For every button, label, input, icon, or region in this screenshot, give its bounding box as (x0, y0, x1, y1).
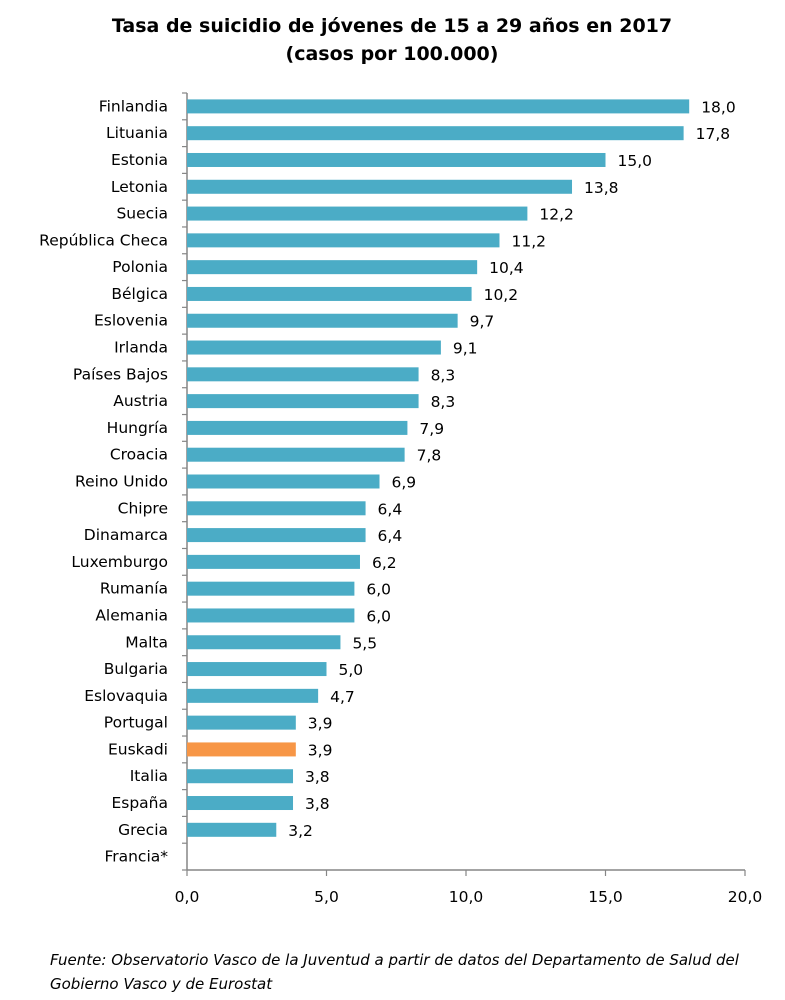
bar (187, 179, 573, 194)
category-label: Grecia (118, 821, 168, 839)
bar (187, 528, 366, 543)
category-label: Croacia (110, 446, 168, 464)
bar (187, 152, 606, 167)
category-label: Hungría (107, 419, 168, 437)
bar (187, 688, 319, 703)
data-label: 12,2 (539, 206, 574, 224)
data-label: 11,2 (511, 232, 546, 250)
bar (187, 662, 327, 677)
data-label: 17,8 (696, 125, 731, 143)
data-label: 5,0 (339, 661, 364, 679)
bar (187, 554, 360, 569)
x-tick-label: 20,0 (728, 888, 763, 906)
category-label: Chipre (118, 499, 168, 517)
source-note: Fuente: Observatorio Vasco de la Juventu… (50, 951, 739, 993)
x-tick-label: 0,0 (175, 888, 200, 906)
bar (187, 715, 296, 730)
category-label: Estonia (111, 151, 168, 169)
bar (187, 206, 528, 221)
category-label: Polonia (112, 258, 168, 276)
category-label: Eslovenia (94, 312, 168, 330)
bar (187, 367, 419, 382)
data-label: 6,0 (366, 607, 391, 625)
bar (187, 608, 355, 623)
bar (187, 822, 277, 837)
data-label: 6,9 (392, 474, 417, 492)
data-label: 9,7 (470, 313, 495, 331)
category-label: Eslovaquia (84, 687, 168, 705)
data-label: 5,5 (352, 634, 377, 652)
category-label: Irlanda (114, 339, 168, 357)
data-label: 7,9 (419, 420, 444, 438)
category-label: Rumanía (100, 580, 168, 598)
data-label: 9,1 (453, 340, 478, 358)
data-label: 18,0 (701, 98, 736, 116)
data-label: 6,4 (378, 527, 403, 545)
category-label: Italia (130, 767, 168, 785)
bar (187, 796, 294, 811)
bar (187, 286, 472, 301)
category-label: Letonia (111, 178, 168, 196)
data-label: 8,3 (431, 366, 456, 384)
data-label: 10,4 (489, 259, 524, 277)
data-label: 3,8 (305, 795, 330, 813)
bar (187, 394, 419, 409)
bar (187, 447, 405, 462)
category-label: Lituania (106, 124, 168, 142)
category-label: Euskadi (108, 740, 168, 758)
category-label: Austria (113, 392, 168, 410)
data-label: 13,8 (584, 179, 619, 197)
bar (187, 501, 366, 516)
data-label: 3,9 (308, 715, 333, 733)
category-label: Finlandia (99, 97, 168, 115)
bar (187, 474, 380, 489)
category-label: Países Bajos (73, 365, 168, 383)
bar (187, 126, 684, 141)
category-label: Reino Unido (75, 473, 168, 491)
chart-title-line-2: (casos por 100.000) (286, 43, 499, 65)
category-label: Francia* (104, 848, 168, 866)
x-tick-label: 5,0 (314, 888, 339, 906)
bar (187, 635, 341, 650)
data-label: 10,2 (484, 286, 519, 304)
data-label: 3,9 (308, 741, 333, 759)
data-label: 8,3 (431, 393, 456, 411)
data-label: 15,0 (618, 152, 653, 170)
category-label: Bélgica (111, 285, 168, 303)
data-label: 6,4 (378, 500, 403, 518)
category-label: Alemania (95, 606, 168, 624)
data-label: 4,7 (330, 688, 355, 706)
bar (187, 99, 690, 114)
x-tick-label: 15,0 (588, 888, 623, 906)
category-label: España (111, 794, 168, 812)
bar (187, 581, 355, 596)
category-label: Malta (125, 633, 168, 651)
bar (187, 769, 294, 784)
data-label: 7,8 (417, 447, 442, 465)
category-label: Bulgaria (104, 660, 168, 678)
data-label: 3,8 (305, 768, 330, 786)
category-label: Luxemburgo (71, 553, 168, 571)
chart-title-line-1: Tasa de suicidio de jóvenes de 15 a 29 a… (112, 15, 672, 37)
data-label: 3,2 (288, 822, 313, 840)
bar (187, 340, 441, 355)
category-label: Portugal (104, 714, 168, 732)
x-tick-label: 10,0 (449, 888, 484, 906)
category-label: República Checa (39, 231, 168, 249)
data-label: 6,2 (372, 554, 397, 572)
bar-chart: Tasa de suicidio de jóvenes de 15 a 29 a… (39, 15, 763, 906)
bar (187, 260, 478, 275)
category-label: Dinamarca (84, 526, 168, 544)
bar (187, 313, 458, 328)
data-label: 6,0 (366, 581, 391, 599)
bar (187, 420, 408, 435)
category-label: Suecia (116, 205, 168, 223)
bar (187, 742, 296, 757)
bar (187, 233, 500, 248)
